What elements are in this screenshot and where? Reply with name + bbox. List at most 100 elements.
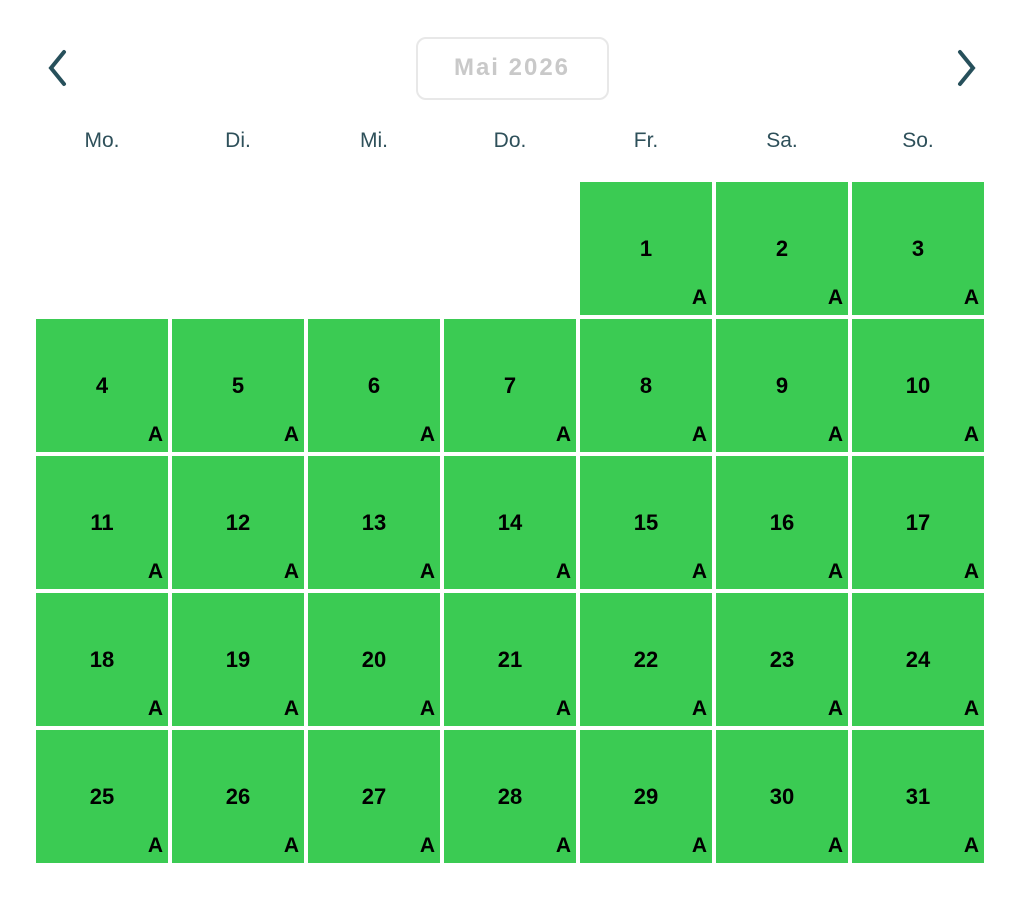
availability-badge: A [419,423,435,446]
day-number: 1 [639,235,653,261]
availability-badge: A [283,423,299,446]
empty-cell [36,182,168,315]
weekday-label-mi: Mi. [360,129,388,152]
day-number: 17 [905,509,931,535]
availability-badge: A [147,560,163,583]
availability-badge: A [419,560,435,583]
day-cell-22[interactable]: 22 A [580,593,712,726]
availability-badge: A [555,697,571,720]
day-cell-27[interactable]: 27 A [308,730,440,863]
availability-badge: A [827,560,843,583]
availability-badge: A [827,423,843,446]
empty-cell [444,182,576,315]
availability-badge: A [691,834,707,857]
calendar-grid: 1 A 2 A 3 A 4 A 5 A 6 A 7 A 8 A 9 A 10 A 11 A 12 A 13 A 14 A 15 A 16 A 1… [36,182,984,863]
day-cell-30[interactable]: 30 A [716,730,848,863]
availability-badge: A [691,560,707,583]
chevron-right-icon [954,48,978,88]
day-cell-16[interactable]: 16 A [716,456,848,589]
weekday-label-so: So. [902,129,934,152]
day-cell-28[interactable]: 28 A [444,730,576,863]
previous-month-button[interactable] [40,46,76,90]
day-cell-24[interactable]: 24 A [852,593,984,726]
availability-badge: A [419,834,435,857]
day-number: 6 [367,372,381,398]
day-number: 18 [89,646,115,672]
day-cell-15[interactable]: 15 A [580,456,712,589]
day-number: 8 [639,372,653,398]
day-number: 12 [225,509,251,535]
day-number: 2 [775,235,789,261]
day-number: 23 [769,646,795,672]
day-cell-21[interactable]: 21 A [444,593,576,726]
day-number: 26 [225,783,251,809]
availability-badge: A [691,697,707,720]
calendar-navigation-bar: Mai 2026 [0,0,1024,102]
day-number: 30 [769,783,795,809]
day-number: 10 [905,372,931,398]
day-cell-26[interactable]: 26 A [172,730,304,863]
day-cell-10[interactable]: 10 A [852,319,984,452]
day-number: 3 [911,235,925,261]
availability-badge: A [147,834,163,857]
day-cell-31[interactable]: 31 A [852,730,984,863]
next-month-button[interactable] [948,46,984,90]
day-number: 11 [90,509,114,535]
availability-badge: A [555,560,571,583]
day-number: 20 [361,646,387,672]
day-number: 19 [225,646,251,672]
day-number: 16 [769,509,795,535]
day-number: 28 [497,783,523,809]
day-cell-17[interactable]: 17 A [852,456,984,589]
availability-badge: A [963,560,979,583]
weekday-label-do: Do. [493,129,527,152]
day-number: 4 [95,372,109,398]
day-cell-12[interactable]: 12 A [172,456,304,589]
availability-badge: A [963,286,979,309]
month-label: Mai 2026 [453,54,571,81]
day-cell-19[interactable]: 19 A [172,593,304,726]
day-cell-23[interactable]: 23 A [716,593,848,726]
day-number: 5 [231,372,245,398]
availability-badge: A [283,697,299,720]
availability-badge: A [283,560,299,583]
day-number: 22 [633,646,659,672]
day-number: 27 [361,783,387,809]
availability-badge: A [555,834,571,857]
day-number: 24 [905,646,931,672]
availability-badge: A [283,834,299,857]
day-cell-13[interactable]: 13 A [308,456,440,589]
availability-badge: A [691,423,707,446]
day-cell-25[interactable]: 25 A [36,730,168,863]
day-cell-20[interactable]: 20 A [308,593,440,726]
day-number: 13 [361,509,387,535]
day-cell-18[interactable]: 18 A [36,593,168,726]
day-cell-14[interactable]: 14 A [444,456,576,589]
month-selector-button[interactable]: Mai 2026 [415,36,609,100]
day-number: 21 [497,646,523,672]
availability-badge: A [963,697,979,720]
day-cell-11[interactable]: 11 A [36,456,168,589]
availability-badge: A [147,697,163,720]
weekday-label-sa: Sa. [766,129,798,152]
day-cell-29[interactable]: 29 A [580,730,712,863]
availability-badge: A [827,697,843,720]
day-number: 14 [497,509,523,535]
day-number: 9 [775,372,789,398]
day-number: 29 [633,783,659,809]
availability-badge: A [827,286,843,309]
availability-badge: A [555,423,571,446]
availability-badge: A [963,423,979,446]
weekday-label-fr: Fr. [633,129,659,152]
day-number: 25 [89,783,115,809]
weekday-label-di: Di. [225,129,251,152]
